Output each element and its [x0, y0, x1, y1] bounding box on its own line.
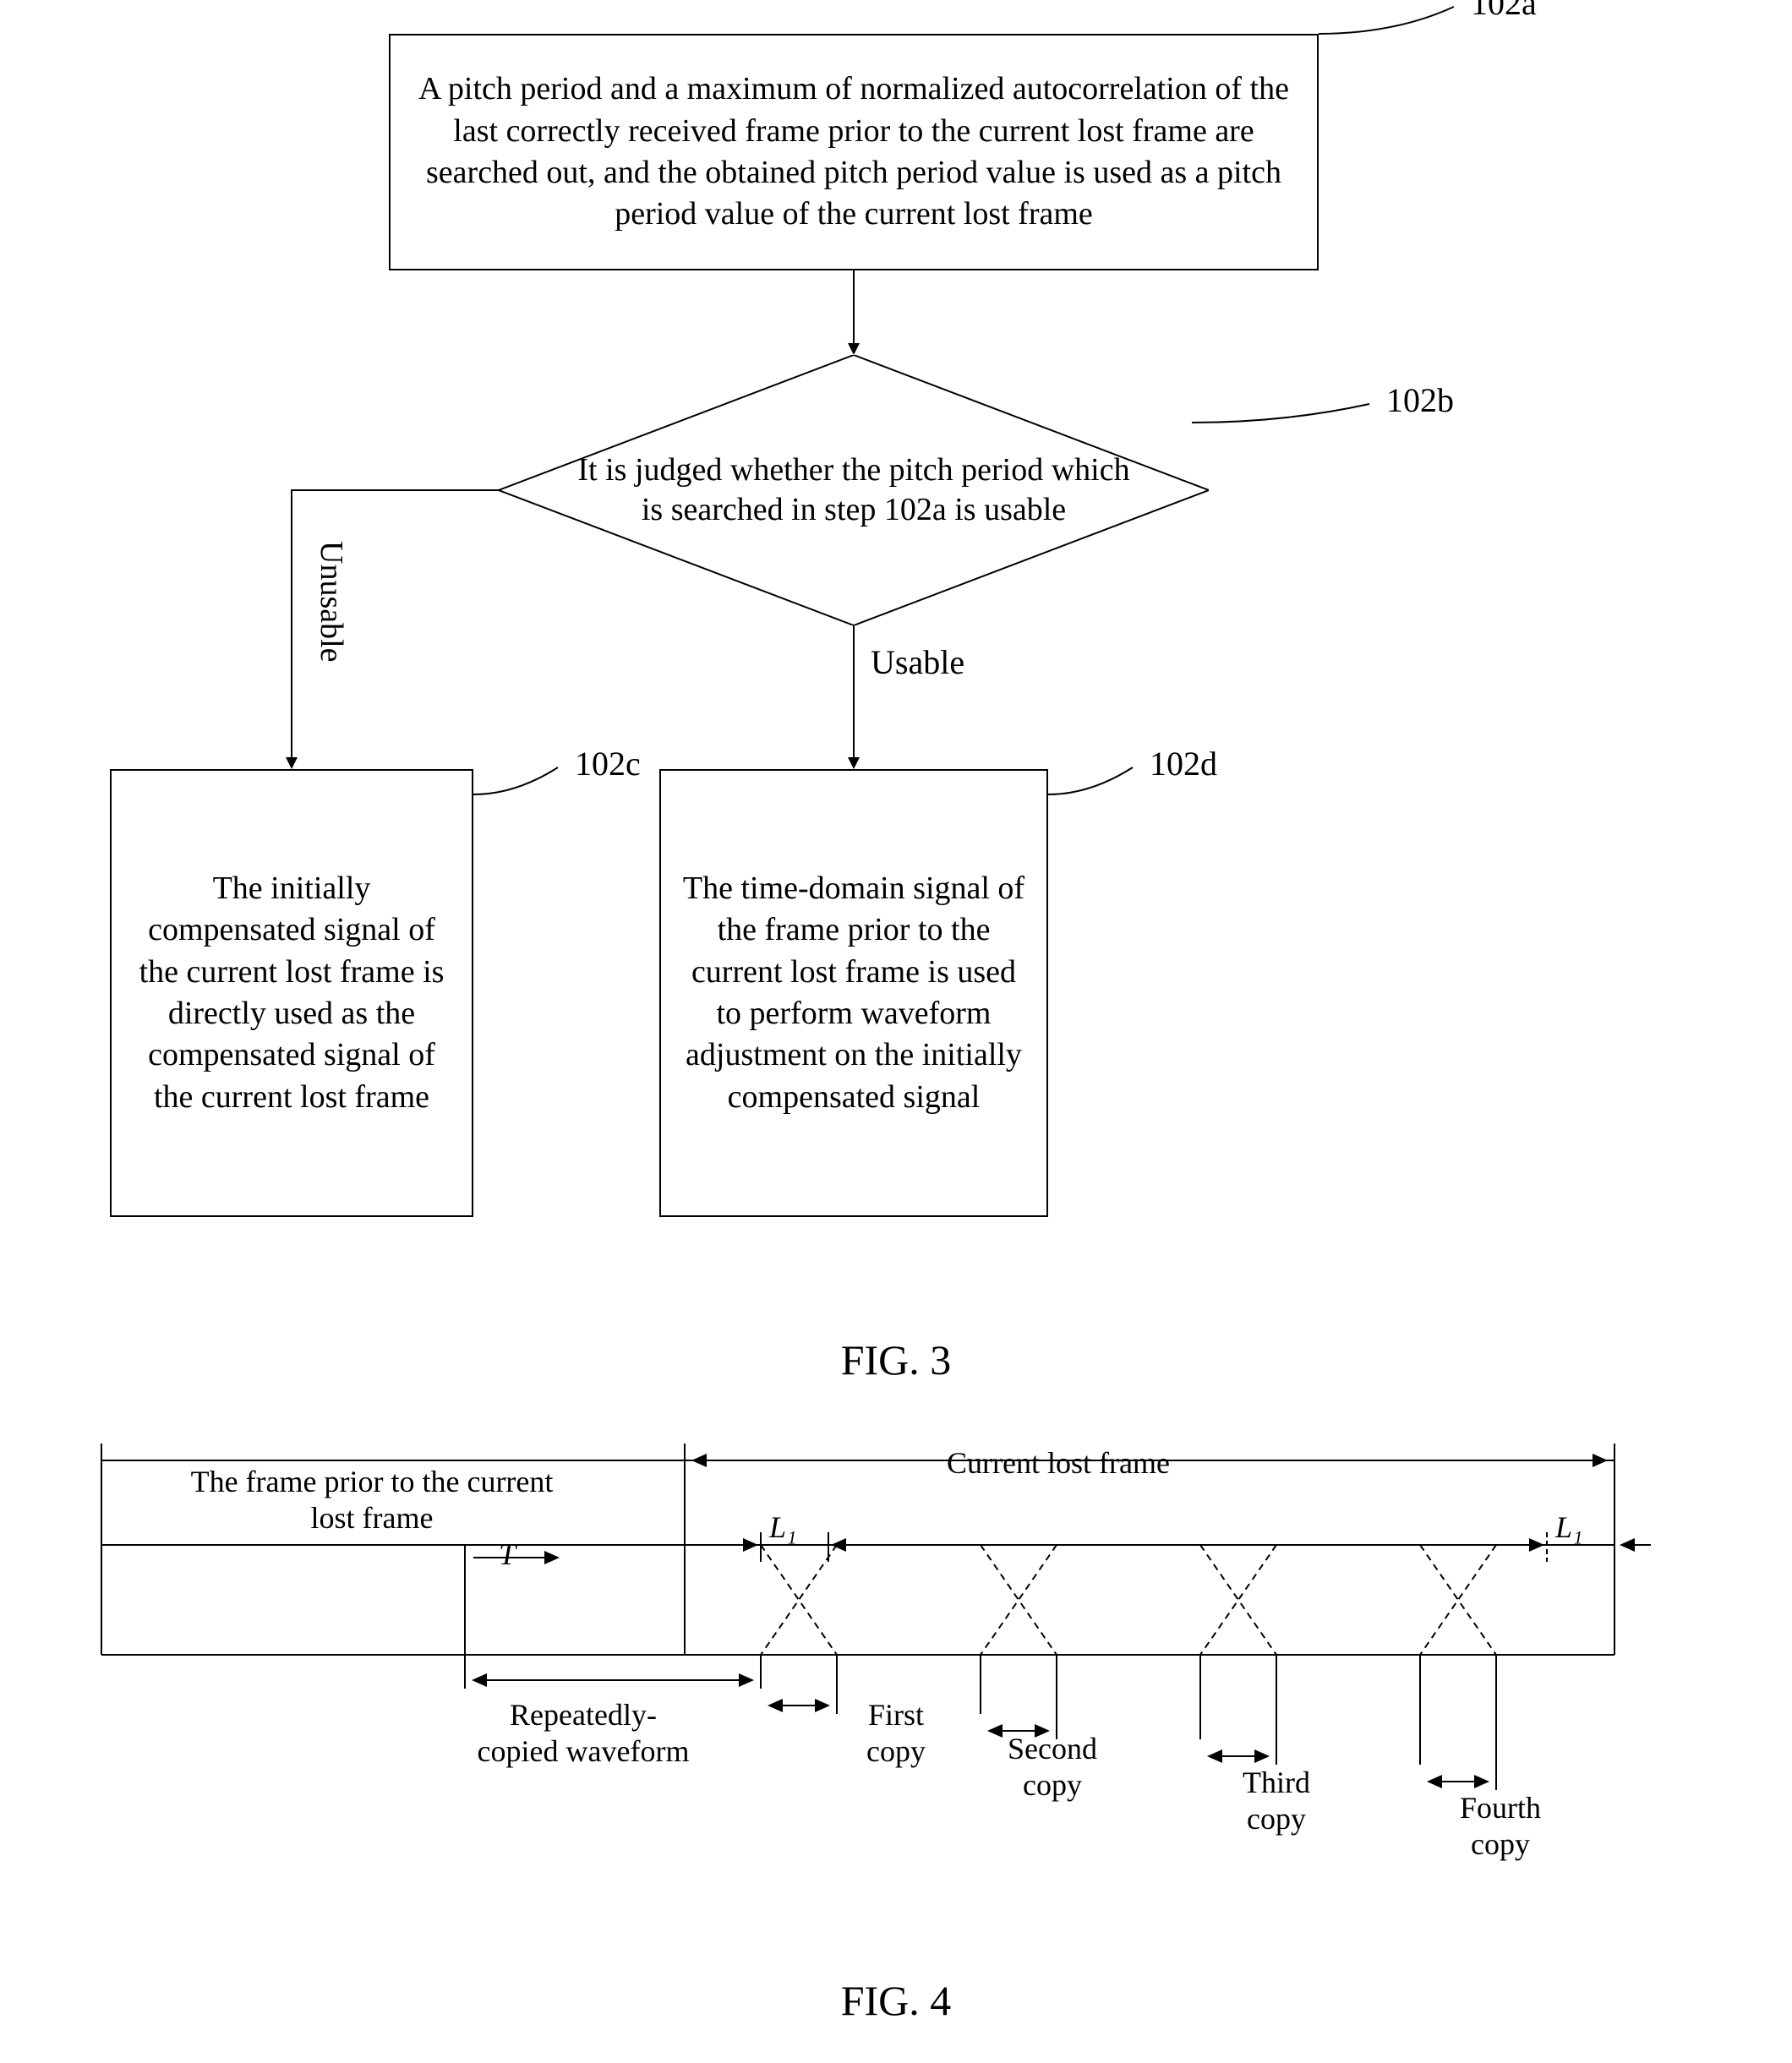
- label-102c: 102c: [575, 744, 641, 783]
- label-prior-frame: The frame prior to the current lost fram…: [186, 1464, 558, 1536]
- leader-102c: [473, 761, 575, 803]
- leader-102b: [1192, 397, 1403, 448]
- box-102c: The initially compensated signal of the …: [110, 769, 473, 1217]
- label-102d: 102d: [1150, 744, 1217, 783]
- arrow-b-to-d: [845, 625, 862, 769]
- label-102b: 102b: [1386, 380, 1454, 420]
- box-102a-text: A pitch period and a maximum of normaliz…: [407, 68, 1300, 236]
- figure-3-flowchart: A pitch period and a maximum of normaliz…: [34, 34, 1758, 1302]
- label-current-frame: Current lost frame: [947, 1445, 1170, 1482]
- box-102d: The time-domain signal of the frame prio…: [659, 769, 1048, 1217]
- figure-4-timing-diagram: The frame prior to the current lost fram…: [34, 1435, 1758, 1942]
- label-fourth-copy: Fourth copy: [1437, 1790, 1564, 1863]
- figure-4-caption: FIG. 4: [34, 1976, 1758, 2025]
- edge-label-usable: Usable: [871, 642, 964, 682]
- label-T: T: [499, 1536, 516, 1573]
- box-102a: A pitch period and a maximum of normaliz…: [389, 34, 1319, 270]
- box-102c-text: The initially compensated signal of the …: [128, 868, 455, 1118]
- label-L1-right: L₁: [1555, 1509, 1583, 1546]
- arrow-a-to-b: [845, 270, 862, 355]
- edge-label-unusable: Unusable: [313, 541, 350, 663]
- diamond-102b-text: It is judged whether the pitch period wh…: [575, 450, 1133, 531]
- figure-3-caption: FIG. 3: [34, 1335, 1758, 1384]
- leader-102d: [1048, 761, 1150, 803]
- label-first-copy: First copy: [845, 1697, 947, 1770]
- label-third-copy: Third copy: [1217, 1765, 1336, 1837]
- label-L1-left: L₁: [769, 1509, 797, 1546]
- box-102d-text: The time-domain signal of the frame prio…: [678, 868, 1030, 1118]
- label-repeated-copied: Repeatedly-copied waveform: [473, 1697, 693, 1770]
- label-102a: 102a: [1471, 0, 1537, 23]
- label-second-copy: Second copy: [989, 1731, 1116, 1804]
- diamond-102b: It is judged whether the pitch period wh…: [499, 355, 1209, 625]
